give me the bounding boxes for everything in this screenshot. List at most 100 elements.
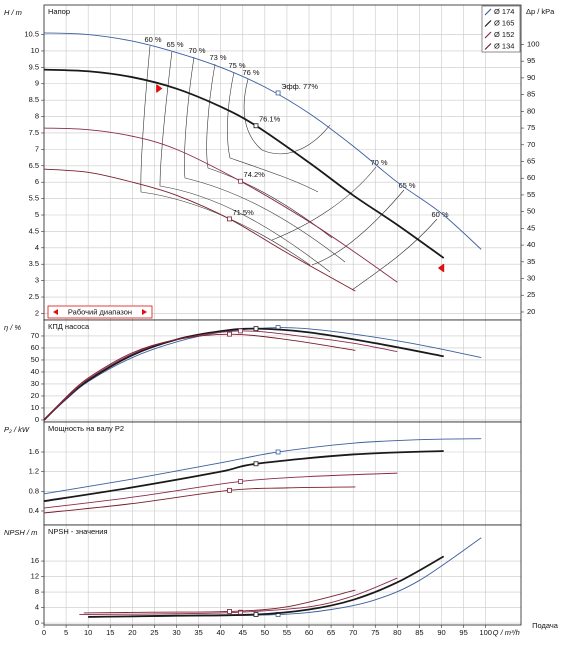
- iso-efficiency-line: [243, 78, 331, 155]
- y2-tick-label: 45: [527, 223, 535, 232]
- legend-label: Ø 165: [494, 18, 514, 27]
- x-tick-label: 55: [283, 628, 291, 637]
- y-tick-label: 6: [35, 177, 39, 186]
- y-axis-label: η / %: [4, 323, 21, 332]
- y-tick-label: 5: [35, 210, 39, 219]
- x-tick-label: 25: [150, 628, 158, 637]
- curve: [43, 486, 356, 514]
- x-tick-label: 40: [216, 628, 224, 637]
- duty-point: [227, 331, 232, 337]
- y-tick-label: 4: [35, 603, 39, 612]
- x-tick-label: 65: [327, 628, 335, 637]
- y-tick-label: 10.5: [24, 30, 39, 39]
- curve: [88, 555, 445, 618]
- legend-label: Ø 152: [494, 30, 514, 39]
- iso-efficiency-line: [184, 56, 346, 263]
- y-tick-label: 70: [31, 331, 39, 340]
- x-caption: Подача: [532, 621, 559, 630]
- duty-point: [253, 612, 259, 617]
- y2-tick-label: 20: [527, 307, 535, 316]
- curve: [43, 333, 356, 421]
- iso-efficiency-label: 70 %: [370, 158, 387, 167]
- x-tick-label: 5: [64, 628, 68, 637]
- y-tick-label: 0: [35, 415, 39, 424]
- y-tick-label: 6.5: [29, 161, 39, 170]
- iso-efficiency-label: 65 %: [398, 181, 415, 190]
- iso-efficiency-line: [227, 71, 319, 193]
- duty-point: [227, 216, 232, 222]
- panel-title: Напор: [48, 7, 70, 16]
- y-tick-label: 3: [35, 276, 39, 285]
- y-tick-label: 1.2: [29, 467, 39, 476]
- x-tick-label: 45: [239, 628, 247, 637]
- legend-box: [481, 5, 521, 53]
- y2-tick-label: 35: [527, 257, 535, 266]
- x-axis-label: Q / m³/h: [493, 628, 520, 637]
- curve: [43, 168, 356, 292]
- iso-efficiency-label: 60 %: [431, 210, 448, 219]
- panel-title: NPSH - значения: [48, 527, 108, 536]
- y-tick-label: 7: [35, 144, 39, 153]
- x-tick-label: 80: [393, 628, 401, 637]
- iso-efficiency-label: 76 %: [242, 68, 259, 77]
- y-tick-label: 3.5: [29, 259, 39, 268]
- iso-efficiency-line: [311, 189, 405, 266]
- duty-point-label: 71.5%: [233, 208, 255, 217]
- duty-point-label: 76.1%: [259, 115, 281, 124]
- y-tick-label: 5.5: [29, 194, 39, 203]
- y2-tick-label: 55: [527, 190, 535, 199]
- y2-tick-label: 70: [527, 140, 535, 149]
- duty-point: [253, 461, 259, 467]
- iso-efficiency-label: 75 %: [228, 61, 245, 70]
- duty-point: [227, 609, 232, 614]
- panel-background: [44, 320, 521, 422]
- legend-swatch: [484, 8, 492, 16]
- y-tick-label: 0.4: [29, 506, 39, 515]
- legend-swatch: [484, 20, 492, 27]
- y2-tick-label: 30: [527, 274, 535, 283]
- y2-tick-label: 75: [527, 123, 535, 132]
- range-marker: [156, 84, 163, 93]
- x-tick-label: 0: [42, 628, 46, 637]
- y-tick-label: 30: [31, 379, 39, 388]
- y-tick-label: 7.5: [29, 128, 39, 137]
- y2-tick-label: 25: [527, 290, 535, 299]
- y-tick-label: 8: [35, 587, 39, 596]
- curve: [43, 32, 482, 250]
- y-tick-label: 4: [35, 243, 39, 252]
- duty-point-label: 74.2%: [244, 170, 266, 179]
- iso-efficiency-line: [159, 50, 331, 273]
- y-tick-label: 10: [31, 403, 39, 412]
- x-tick-label: 35: [194, 628, 202, 637]
- y-tick-label: 60: [31, 343, 39, 352]
- legend-label: Ø 134: [494, 41, 514, 50]
- y-tick-label: 2.5: [29, 292, 39, 301]
- panel-background: [44, 525, 521, 625]
- duty-point: [238, 178, 243, 184]
- panel-background: [44, 422, 521, 525]
- y2-tick-label: 65: [527, 156, 535, 165]
- y-axis-label: P₂ / kW: [4, 425, 30, 434]
- y-tick-label: 0.8: [29, 486, 39, 495]
- x-tick-label: 75: [371, 628, 379, 637]
- y2-tick-label: 85: [527, 90, 535, 99]
- y-axis-label: H / m: [4, 8, 22, 17]
- duty-point: [238, 479, 243, 484]
- x-tick-label: 70: [349, 628, 357, 637]
- range-marker: [437, 263, 445, 272]
- x-tick-label: 15: [106, 628, 114, 637]
- y-tick-label: 20: [31, 391, 39, 400]
- y2-tick-label: 100: [527, 39, 540, 48]
- iso-efficiency-label: 73 %: [209, 53, 226, 62]
- y-axis-label: NPSH / m: [4, 528, 37, 537]
- iso-efficiency-line: [351, 218, 438, 291]
- x-tick-label: 50: [261, 628, 269, 637]
- y2-axis-label: Δp / kPa: [526, 7, 555, 16]
- x-tick-label: 10: [84, 628, 92, 637]
- panel-title: КПД насоса: [48, 322, 90, 331]
- iso-efficiency-label: 60 %: [144, 35, 161, 44]
- y-tick-label: 0: [35, 618, 39, 627]
- curve: [79, 577, 398, 615]
- y2-tick-label: 80: [527, 106, 535, 115]
- curve: [43, 127, 398, 283]
